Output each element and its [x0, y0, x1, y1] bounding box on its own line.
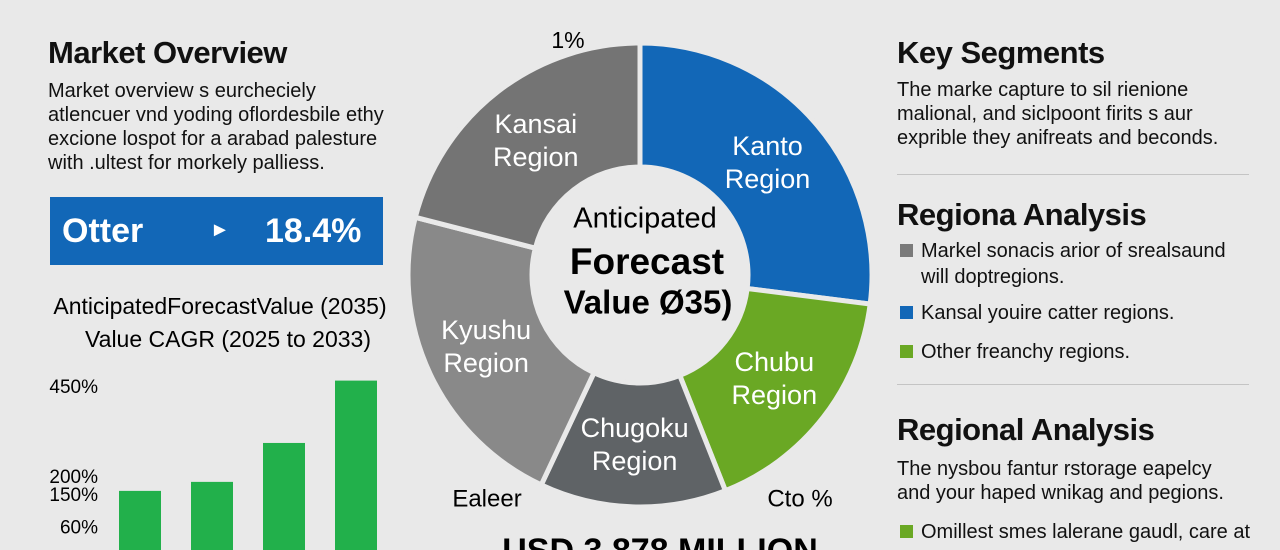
bullet-icon	[900, 525, 913, 538]
center-text: Forecast	[570, 241, 724, 282]
segment-label: Chugoku Region	[580, 412, 689, 476]
bullet-icon	[900, 345, 913, 358]
regiona-title: Regiona Analysis	[897, 197, 1147, 232]
text-line: exprible they anifreats and beconds.	[897, 127, 1219, 149]
bullet-text: Markel sonacis arior of srealsaund	[921, 240, 1226, 262]
y-tick-label: 150%	[49, 485, 98, 506]
text-line: The marke capture to sil rienione	[897, 79, 1189, 101]
text-line: The nysbou fantur rstorage eapelcy	[897, 458, 1212, 480]
annotation: 1%	[551, 27, 584, 53]
regional-text: The nysbou fantur rstorage eapelcy and y…	[897, 457, 1224, 505]
bar	[119, 490, 161, 550]
bar	[335, 380, 377, 550]
annotation: Ealeer	[452, 485, 521, 512]
chart-title: AnticipatedForecastValue (2035)	[53, 293, 386, 319]
arrow-icon: ►	[210, 219, 230, 241]
donut-segment	[412, 40, 643, 252]
center-text: Value Ø35)	[564, 284, 733, 321]
bullet: Kansal youire catter regions.	[900, 300, 1174, 326]
segment-label: Kanto Region	[724, 130, 811, 194]
bullet-text: will doptregions.	[921, 266, 1065, 288]
bar	[191, 481, 233, 550]
annotation: Cto %	[767, 485, 832, 512]
bullet-text: Kansal youire catter regions.	[921, 302, 1175, 324]
segments-title: Key Segments	[897, 35, 1105, 70]
segment-label: Kansai Region	[493, 108, 579, 172]
separator	[897, 384, 1249, 385]
highlight-label: Otter	[62, 212, 144, 250]
bullet-icon	[900, 244, 913, 257]
donut-segment	[405, 214, 598, 489]
bullet: Markel sonacis arior of srealsaund	[900, 238, 1226, 264]
text-line: with .ultest for morkely palliess.	[48, 152, 325, 174]
y-tick-label: 200%	[49, 467, 98, 488]
text-line: malional, and siclpoont firits s aur	[897, 103, 1193, 125]
bar	[263, 442, 305, 550]
donut-segment	[676, 285, 873, 494]
segments-text: The marke capture to sil rienione malion…	[897, 78, 1218, 150]
y-tick-label: 60%	[60, 517, 98, 538]
center-text: Anticipated	[573, 203, 717, 235]
y-tick-label: 450%	[49, 377, 98, 398]
segment-label: Kyushu Region	[441, 315, 532, 379]
highlight-box: Otter ► 18.4%	[50, 197, 383, 265]
overview-text: Market overview s eurcheciely atlencuer …	[48, 79, 384, 175]
bullet-text: Other freanchy regions.	[921, 341, 1130, 363]
bullet-icon	[900, 306, 913, 319]
text-line: atlencuer vnd yoding oflordesbile ethy	[48, 104, 384, 126]
regional-title: Regional Analysis	[897, 412, 1155, 447]
text-line: excione lospot for a arabad palesture	[48, 128, 378, 150]
bullet-text: Omillest smes lalerane gaudl, care at	[921, 521, 1251, 543]
separator	[897, 174, 1249, 175]
highlight-value: 18.4%	[265, 212, 362, 250]
overview-title: Market Overview	[48, 35, 287, 70]
bullet: Omillest smes lalerane gaudl, care at	[900, 519, 1250, 545]
text-line: and your haped wnikag and pegions.	[897, 482, 1224, 504]
donut-segment	[637, 40, 875, 307]
text-line: Market overview s eurcheciely	[48, 80, 316, 102]
bullet: Other freanchy regions.	[900, 339, 1130, 365]
segment-label: Chubu Region	[731, 347, 818, 411]
chart-subtitle: Value CAGR (2025 to 2033)	[85, 326, 371, 352]
annotation: USD 3,878 MILLION	[502, 532, 818, 550]
